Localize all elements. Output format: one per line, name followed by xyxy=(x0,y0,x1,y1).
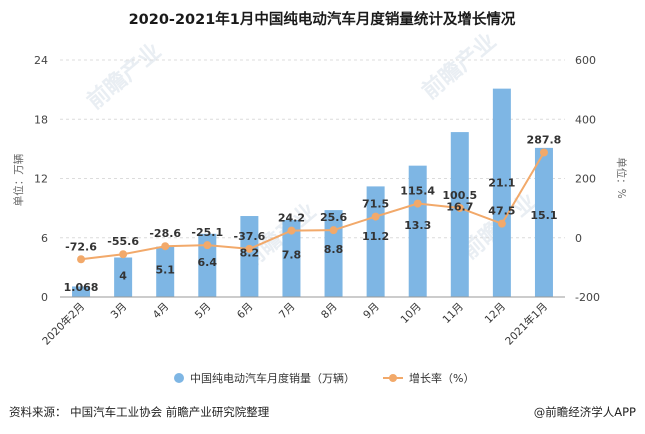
footer-source: 资料来源： 中国汽车工业协会 前瞻产业研究院整理 xyxy=(9,405,270,419)
bar-3 xyxy=(198,233,217,297)
growth-label-1: -55.6 xyxy=(107,235,139,248)
growth-label-11: 287.8 xyxy=(527,133,562,146)
bar-label-5: 7.8 xyxy=(282,249,302,262)
bar-label-1: 4 xyxy=(119,269,127,282)
growth-label-3: -25.1 xyxy=(191,226,223,239)
x-tick-8: 10月 xyxy=(398,301,423,326)
bar-6 xyxy=(324,210,343,297)
growth-point-10 xyxy=(497,219,506,228)
growth-point-2 xyxy=(161,242,170,251)
bar-5 xyxy=(282,219,301,297)
bar-label-3: 6.4 xyxy=(198,256,218,269)
bar-label-0: 1.068 xyxy=(64,281,99,294)
x-tick-3: 5月 xyxy=(193,301,214,322)
y-left-tick-4: 24 xyxy=(34,54,48,67)
y-left-tick-2: 12 xyxy=(34,173,48,186)
watermark-text-0: 前瞻产业 xyxy=(82,38,166,114)
growth-point-7 xyxy=(371,212,380,221)
chart-title: 2020-2021年1月中国纯电动汽车月度销量统计及增长情况 xyxy=(129,10,516,28)
growth-label-5: 24.2 xyxy=(278,212,305,225)
growth-label-7: 71.5 xyxy=(362,198,389,211)
bar-4 xyxy=(240,216,259,297)
y-right-tick-1: 0 xyxy=(575,232,582,245)
y-left-axis-title: 单位：万辆 xyxy=(12,154,25,207)
bar-10 xyxy=(492,88,511,297)
bar-data-labels: 1.068 4 5.1 6.4 8.2 7.8 8.8 11.2 13.3 16.7 21.1 15.… xyxy=(64,176,558,294)
legend-line-label: 增长率（%） xyxy=(409,371,474,385)
bar-label-4: 8.2 xyxy=(240,246,260,259)
growth-point-0 xyxy=(77,255,86,264)
bar-series xyxy=(72,88,553,297)
y-left-tick-3: 18 xyxy=(34,113,48,126)
growth-point-9 xyxy=(455,203,464,212)
bar-8 xyxy=(408,165,427,297)
y-right-tick-3: 400 xyxy=(575,113,596,126)
growth-label-4: -37.6 xyxy=(234,230,266,243)
growth-label-8: 115.4 xyxy=(400,185,435,198)
x-tick-10: 12月 xyxy=(483,301,508,326)
line-data-labels: -72.6 -55.6 -28.6 -25.1 -37.6 24.2 25.6 71.5 115… xyxy=(65,133,561,253)
y-left-tick-0: 0 xyxy=(41,291,48,304)
growth-point-5 xyxy=(287,226,296,235)
y-right-tick-4: 600 xyxy=(575,54,596,67)
bar-label-7: 11.2 xyxy=(362,230,389,243)
bar-label-2: 5.1 xyxy=(155,263,175,276)
bar-2 xyxy=(156,246,175,297)
footer-brand: @前瞻经济学人APP xyxy=(534,405,636,419)
growth-point-1 xyxy=(119,250,128,259)
growth-label-0: -72.6 xyxy=(65,240,97,253)
x-tick-7: 9月 xyxy=(361,301,382,322)
y-right-axis-title: 单位：% xyxy=(615,157,628,198)
x-tick-9: 11月 xyxy=(441,301,466,326)
legend-line-marker xyxy=(389,374,397,382)
growth-label-6: 25.6 xyxy=(320,211,347,224)
legend-bar-swatch xyxy=(174,373,184,383)
x-tick-4: 6月 xyxy=(235,301,256,322)
line-series xyxy=(77,148,548,264)
y-axis-left: 0 6 12 18 24 xyxy=(34,54,48,304)
bar-label-9: 16.7 xyxy=(446,200,473,213)
x-tick-6: 8月 xyxy=(319,301,340,322)
bar-1 xyxy=(114,257,133,297)
bar-0 xyxy=(72,286,91,297)
y-axis-right: -200 0 200 400 600 xyxy=(575,54,600,304)
bar-label-8: 13.3 xyxy=(404,219,431,232)
x-tick-1: 3月 xyxy=(109,301,130,322)
growth-point-4 xyxy=(245,244,254,253)
growth-point-6 xyxy=(329,226,338,235)
growth-point-8 xyxy=(413,199,422,208)
bar-9 xyxy=(450,132,469,297)
legend-bar-label: 中国纯电动汽车月度销量（万辆） xyxy=(190,371,355,385)
y-right-tick-2: 200 xyxy=(575,173,596,186)
growth-line xyxy=(80,151,545,261)
watermark-text-1: 前瞻产业 xyxy=(417,28,501,104)
growth-point-3 xyxy=(203,241,212,250)
legend: 中国纯电动汽车月度销量（万辆） 增长率（%） xyxy=(174,371,474,385)
x-tick-2: 4月 xyxy=(151,301,172,322)
growth-label-10: 47.5 xyxy=(488,205,515,218)
bar-11 xyxy=(534,147,553,297)
growth-point-11 xyxy=(539,148,548,157)
x-tick-5: 7月 xyxy=(277,301,298,322)
y-left-tick-1: 6 xyxy=(41,232,48,245)
bar-7 xyxy=(366,186,385,297)
bar-label-10: 21.1 xyxy=(488,176,515,189)
growth-label-9: 100.5 xyxy=(442,189,477,202)
x-tick-0: 2020年2月 xyxy=(39,300,87,348)
x-tick-11: 2021年1月 xyxy=(502,300,550,348)
y-right-tick-0: -200 xyxy=(575,291,600,304)
growth-label-2: -28.6 xyxy=(149,227,181,240)
bar-label-11: 15.1 xyxy=(530,209,557,222)
bar-label-6: 8.8 xyxy=(324,243,344,256)
